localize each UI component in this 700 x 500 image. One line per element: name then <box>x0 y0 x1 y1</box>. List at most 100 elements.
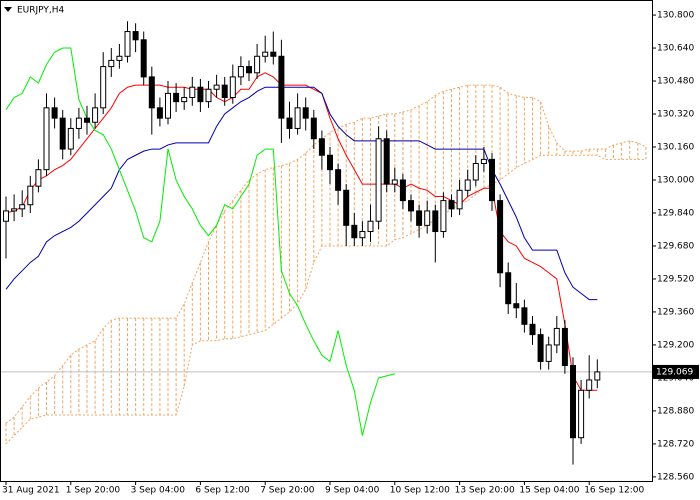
candle-body <box>367 220 374 233</box>
x-tick-label: 31 Aug 2021 <box>2 486 60 496</box>
candle-body <box>229 76 236 99</box>
y-tick-label: 130.320 <box>657 110 694 120</box>
candle-body <box>489 158 495 202</box>
candle-body <box>464 179 471 191</box>
candle-body <box>75 117 82 129</box>
x-tick-label: 1 Sep 20:00 <box>66 486 121 496</box>
candle-body <box>537 334 544 362</box>
candle-body <box>92 107 99 123</box>
candle-body <box>148 76 155 109</box>
candle-body <box>456 189 463 210</box>
candle-body <box>383 138 390 185</box>
candle-body <box>302 107 309 119</box>
candle-body <box>165 92 171 119</box>
candle-body <box>594 371 601 381</box>
candle-body <box>505 272 512 305</box>
candle-body <box>108 59 115 68</box>
candle-body <box>140 39 147 78</box>
chart-title: EURJPY,H4 <box>17 6 65 16</box>
y-tick-label: 130.000 <box>657 175 694 185</box>
y-tick-label: 128.560 <box>657 472 694 482</box>
candle-body <box>343 189 350 226</box>
cloud-edge <box>5 154 646 445</box>
candle-body <box>432 210 439 233</box>
candle-body <box>132 31 139 41</box>
candle-body <box>43 107 50 171</box>
candle-body <box>254 55 261 74</box>
candle-body <box>124 31 131 57</box>
y-tick-label: 130.160 <box>657 143 694 153</box>
x-tick-label: 9 Sep 04:00 <box>325 486 380 496</box>
candle-body <box>3 210 9 222</box>
y-tick-label: 128.880 <box>657 406 694 416</box>
candle-body <box>335 169 342 191</box>
menu-triangle <box>4 7 12 12</box>
plot-area <box>0 21 652 465</box>
x-tick-label: 15 Sep 04:00 <box>519 486 579 496</box>
candle-body <box>561 327 568 367</box>
indicator-line <box>5 47 395 436</box>
candle-body <box>375 138 382 222</box>
candle-body <box>424 210 431 226</box>
candle-body <box>27 185 34 206</box>
candle-body <box>513 303 520 309</box>
candle-body <box>11 208 18 212</box>
candle-body <box>440 200 447 233</box>
candle-body <box>310 117 317 140</box>
candle-body <box>416 210 423 226</box>
y-tick-label: 129.200 <box>657 340 694 350</box>
x-tick-label: 16 Sep 12:00 <box>584 486 644 496</box>
candle-body <box>51 107 58 119</box>
price-label-box <box>653 364 699 379</box>
candle-body <box>448 200 455 210</box>
y-tick-label: 130.640 <box>657 44 694 54</box>
candle-body <box>578 389 585 439</box>
candle-body <box>553 327 560 346</box>
candle-body <box>35 169 42 187</box>
y-tick-label: 129.360 <box>657 307 694 317</box>
y-tick-label: 129.520 <box>657 274 694 284</box>
x-tick-label: 6 Sep 12:00 <box>195 486 250 496</box>
candle-body <box>521 307 528 325</box>
candle-body <box>351 224 358 239</box>
x-tick-label: 3 Sep 04:00 <box>131 486 186 496</box>
candle-body <box>59 117 66 150</box>
candle-body <box>294 107 301 129</box>
candle-body <box>213 84 220 90</box>
x-tick-label: 13 Sep 20:00 <box>455 486 515 496</box>
price-label: 129.069 <box>656 367 693 377</box>
candle-body <box>181 97 188 103</box>
y-tick-label: 130.480 <box>657 77 694 87</box>
plot-frame <box>0 0 653 482</box>
y-tick-label: 129.680 <box>657 241 694 251</box>
candle-body <box>586 379 593 391</box>
candle-body <box>286 117 293 129</box>
candle-body <box>318 138 325 156</box>
candle-body <box>480 158 487 164</box>
indicator-line <box>5 86 598 301</box>
candle-body <box>529 323 536 336</box>
y-tick-label: 129.840 <box>657 208 694 218</box>
candle-body <box>19 204 26 210</box>
candle-body <box>67 127 74 150</box>
candle-body <box>497 200 504 274</box>
candle-body <box>570 365 576 439</box>
candle-body <box>197 86 204 103</box>
candle-body <box>205 88 212 103</box>
candle-body <box>189 86 196 99</box>
candle-body <box>84 117 90 123</box>
candle-body <box>221 84 228 99</box>
candle-body <box>237 66 244 78</box>
candle-body <box>116 55 123 61</box>
candle-body <box>262 51 269 57</box>
candle-body <box>278 55 285 119</box>
candle-body <box>270 51 277 57</box>
candle-body <box>472 162 479 181</box>
candle-body <box>359 231 366 239</box>
x-tick-label: 10 Sep 12:00 <box>390 486 450 496</box>
candle-body <box>545 344 552 362</box>
candle-body <box>156 107 163 119</box>
candle-body <box>100 66 107 109</box>
candle-body <box>391 179 398 185</box>
